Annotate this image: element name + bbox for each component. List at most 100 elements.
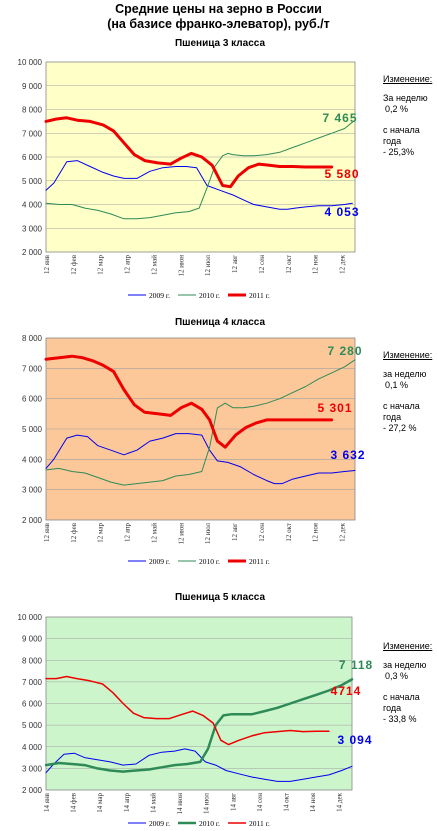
legend-label: 2010 г. bbox=[199, 291, 220, 300]
chart-3: Пшеница 5 класса 10 000 9 000 8 000 7 000 6 0… bbox=[18, 592, 373, 828]
main-title-line2: (на базисе франко-элеватор), руб./т bbox=[107, 17, 330, 31]
series-line-3 bbox=[44, 354, 334, 449]
sidebar-1-start-value: - 25,3% bbox=[383, 147, 415, 157]
x-tick-label: 12 сен bbox=[258, 523, 266, 542]
x-tick-label: 12 май bbox=[150, 255, 158, 275]
x-tick-label: 12 мар bbox=[97, 255, 105, 275]
y-tick-label: 8 000 bbox=[22, 334, 43, 343]
sidebar-3-start-value: - 33,8 % bbox=[383, 714, 417, 724]
y-tick-label: 4 000 bbox=[22, 455, 43, 464]
chart-title: Пшеница 4 класса bbox=[175, 317, 266, 328]
main-title: Средние цены на зерно в России (на базис… bbox=[0, 2, 437, 32]
x-tick-label: 12 дек bbox=[339, 254, 347, 273]
x-tick-label: 14 дек bbox=[336, 792, 344, 811]
x-tick-label: 12 окт bbox=[285, 255, 293, 274]
y-tick-label: 5 000 bbox=[22, 425, 43, 434]
x-tick-label: 14 мар bbox=[96, 793, 104, 813]
series-line-2 bbox=[45, 359, 356, 486]
end-value-label: 5 301 bbox=[317, 401, 352, 415]
series-line-1 bbox=[45, 160, 353, 210]
end-value-label: 7 465 bbox=[322, 111, 357, 125]
y-tick-label: 7 000 bbox=[22, 364, 43, 373]
x-tick-label: 12 авг bbox=[231, 523, 239, 541]
sidebar-3-start-label2: года bbox=[383, 703, 402, 713]
sidebar-1-week-label: За неделю bbox=[383, 93, 428, 103]
series-line-3 bbox=[44, 116, 334, 189]
x-tick-label: 14 фев bbox=[70, 792, 78, 812]
y-tick-label: 8 000 bbox=[22, 656, 43, 665]
x-tick-label: 12 апр bbox=[124, 523, 132, 543]
y-tick-label: 10 000 bbox=[18, 613, 43, 622]
x-tick-label: 12 фев bbox=[70, 254, 78, 274]
y-tick-label: 7 000 bbox=[22, 129, 43, 138]
x-tick-label: 12 июл bbox=[204, 254, 212, 276]
sidebar-3-week-value: 0,3 % bbox=[385, 671, 409, 681]
series-line-2 bbox=[44, 678, 354, 773]
legend-label: 2011 г. bbox=[249, 819, 270, 828]
end-value-label: 4714 bbox=[331, 684, 362, 698]
legend-label: 2009 г. bbox=[149, 819, 170, 828]
sidebar-2-header: Изменение: bbox=[383, 350, 433, 360]
x-tick-label: 12 мар bbox=[97, 523, 105, 543]
x-tick-label: 14 май bbox=[149, 793, 157, 813]
main-title-line1: Средние цены на зерно в России bbox=[115, 2, 322, 16]
x-tick-label: 12 дек bbox=[339, 522, 347, 541]
y-tick-label: 8 000 bbox=[22, 106, 43, 115]
chart-title: Пшеница 5 класса bbox=[175, 592, 266, 603]
chart-1: Пшеница 3 класса 10 000 9 000 8 000 7 000 6 0… bbox=[18, 38, 359, 300]
sidebar-2-week-label: за неделю bbox=[383, 369, 427, 379]
x-tick-label: 12 янв bbox=[43, 522, 51, 542]
sidebar-chart-3: Изменение: за неделю 0,3 % с начала года… bbox=[383, 641, 432, 725]
legend-label: 2009 г. bbox=[149, 291, 170, 300]
end-value-label: 7 118 bbox=[339, 658, 373, 672]
y-tick-label: 10 000 bbox=[18, 58, 43, 67]
x-tick-label: 12 авг bbox=[231, 255, 239, 273]
x-tick-label: 12 ноя bbox=[312, 522, 320, 542]
sidebar-2-week-value: 0,1 % bbox=[385, 380, 409, 390]
end-value-label: 3 632 bbox=[330, 448, 365, 462]
sidebar-chart-1: Изменение: За неделю 0,2 % с начала года… bbox=[383, 74, 432, 158]
y-tick-label: 7 000 bbox=[22, 678, 43, 687]
x-tick-label: 12 окт bbox=[285, 523, 293, 542]
series-line-1 bbox=[45, 748, 353, 782]
sidebar-chart-2: Изменение: за неделю 0,1 % с начала года… bbox=[383, 350, 432, 434]
y-tick-label: 9 000 bbox=[22, 635, 43, 644]
series-line-2 bbox=[45, 121, 353, 220]
sidebar-3-week-label: за неделю bbox=[383, 660, 427, 670]
x-tick-label: 12 ноя bbox=[312, 254, 320, 274]
sidebar-2-start-label2: года bbox=[383, 412, 402, 422]
x-tick-label: 12 май bbox=[150, 523, 158, 543]
x-tick-label: 12 янв bbox=[43, 254, 51, 274]
y-tick-label: 3 000 bbox=[22, 764, 43, 773]
x-tick-label: 12 июн bbox=[177, 255, 185, 277]
sidebar-2-start-value: - 27,2 % bbox=[383, 423, 417, 433]
y-tick-label: 3 000 bbox=[22, 224, 43, 233]
y-tick-label: 6 000 bbox=[22, 153, 43, 162]
sidebar-1-week-value: 0,2 % bbox=[385, 104, 409, 114]
chart-2: Пшеница 4 класса 8 000 7 000 6 000 5 000 4 00… bbox=[22, 317, 365, 566]
legend-label: 2010 г. bbox=[199, 557, 220, 566]
y-tick-label: 2 000 bbox=[22, 516, 43, 525]
x-tick-label: 14 авг bbox=[229, 793, 237, 811]
legend-label: 2009 г. bbox=[149, 557, 170, 566]
legend-label: 2011 г. bbox=[249, 291, 270, 300]
x-tick-label: 12 июн bbox=[177, 523, 185, 545]
sidebar-1-header: Изменение: bbox=[383, 74, 433, 84]
series-line-1 bbox=[45, 433, 356, 485]
y-tick-label: 3 000 bbox=[22, 486, 43, 495]
x-tick-label: 14 апр bbox=[123, 793, 131, 813]
sidebar-3-start-label1: с начала bbox=[383, 692, 420, 702]
chart-title: Пшеница 3 класса bbox=[175, 38, 266, 49]
x-tick-label: 14 янв bbox=[43, 792, 51, 812]
legend-label: 2011 г. bbox=[249, 557, 270, 566]
legend-label: 2010 г. bbox=[199, 819, 220, 828]
y-tick-label: 4 000 bbox=[22, 743, 43, 752]
x-tick-label: 14 окт bbox=[282, 793, 290, 812]
x-tick-label: 14 июл bbox=[203, 792, 211, 814]
y-tick-label: 5 000 bbox=[22, 721, 43, 730]
end-value-label: 5 580 bbox=[324, 167, 359, 181]
end-value-label: 7 280 bbox=[327, 344, 362, 358]
x-tick-label: 12 апр bbox=[124, 255, 132, 275]
sidebar-2-start-label1: с начала bbox=[383, 401, 420, 411]
